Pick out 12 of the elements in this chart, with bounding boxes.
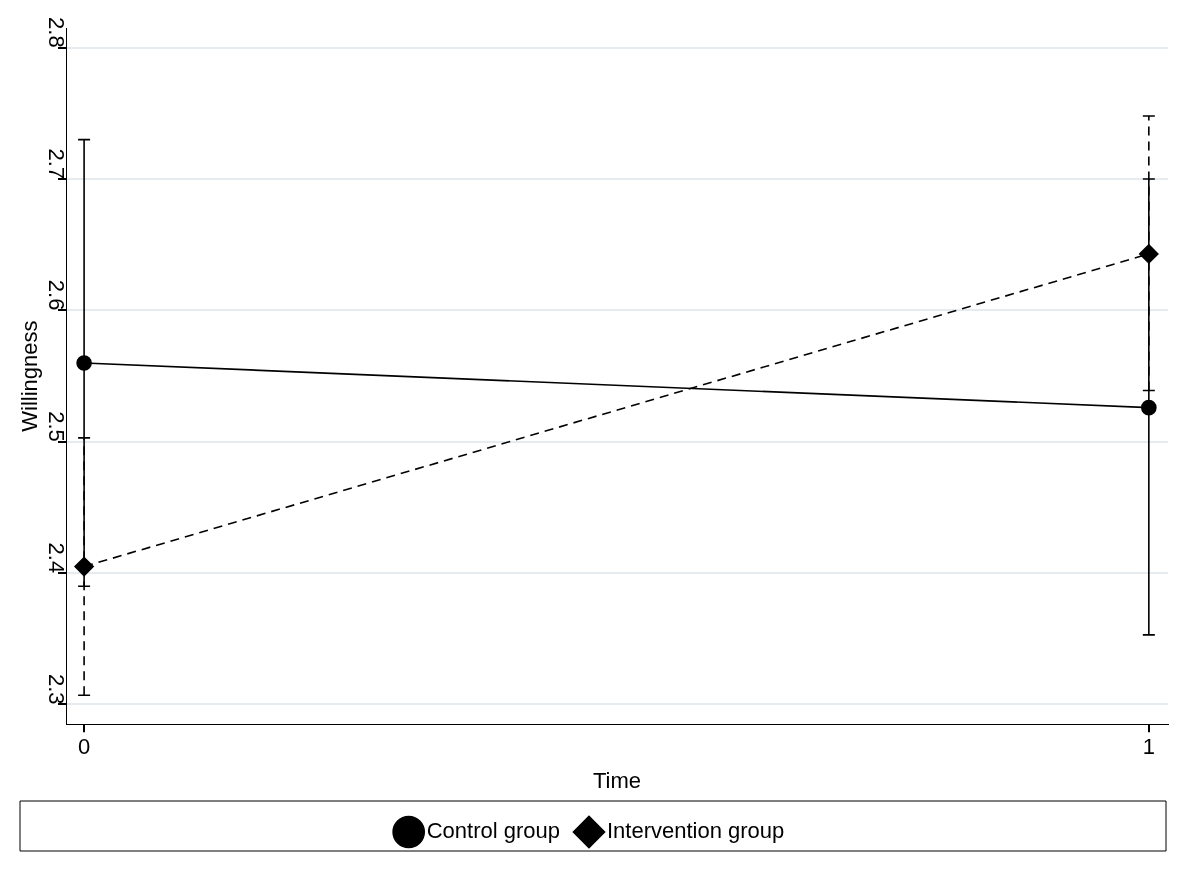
x-axis-title: Time	[592, 767, 642, 793]
y-tick-label: 2.6	[43, 279, 69, 311]
y-tick-label: 2.7	[43, 148, 69, 180]
y-tick-label: 2.8	[43, 17, 69, 48]
legend-label: Intervention group	[606, 818, 785, 844]
y-tick-label: 2.4	[43, 542, 69, 574]
y-axis-title: Willingness	[17, 320, 43, 432]
x-tick-label: 0	[77, 734, 91, 760]
legend-label: Control group	[426, 818, 560, 844]
y-tick-label: 2.3	[43, 673, 69, 705]
x-tick-label: 1	[1142, 734, 1155, 760]
y-tick-label: 2.5	[43, 411, 69, 442]
